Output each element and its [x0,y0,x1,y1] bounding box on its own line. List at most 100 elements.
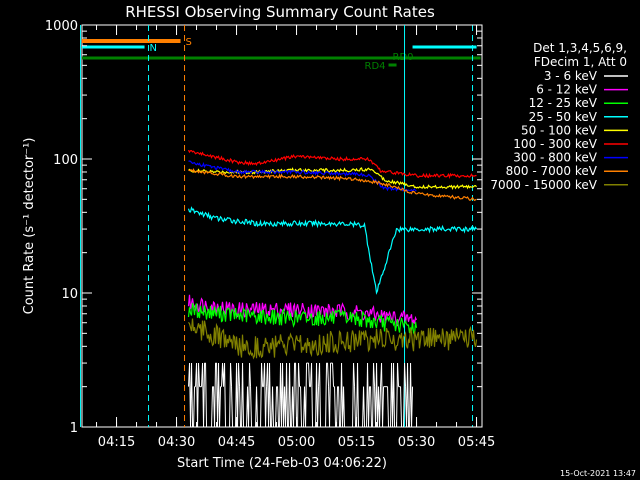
series-segment [277,386,280,428]
series-line-25-50-kev [187,206,478,295]
legend-label-4: 50 - 100 keV [521,123,598,137]
legend-header-line-1: Det 1,3,4,5,6,9, [533,41,627,55]
x-tick-label-6: 05:45 [458,435,495,450]
series-segment [193,386,196,428]
series-segment [382,386,385,428]
series-segment [363,386,366,428]
chart-title: RHESSI Observing Summary Count Rates [125,3,435,21]
series-segment [372,363,375,428]
y-tick-label-1: 10 [61,287,78,302]
series-segment [248,363,251,428]
series-3-6-kev [188,362,414,428]
timestamp: 15-Oct-2021 13:47 [560,469,636,478]
x-tick-label-1: 04:30 [158,435,195,450]
flag-label-1: N [150,43,157,54]
x-tick-label-2: 04:45 [218,435,255,450]
series-segment [325,363,328,428]
flag-label-3: RD0 [393,52,414,63]
series-segment [370,386,373,428]
series-segment [293,363,296,428]
vertical-markers [80,25,474,427]
series-line-12-25-kev [187,302,418,336]
series-segment [231,386,234,428]
series-segment [229,363,232,428]
legend: Det 1,3,4,5,6,9, FDecim 1, Att 0 3 - 6 k… [490,41,628,192]
legend-label-8: 7000 - 15000 keV [490,178,597,192]
series-segment [317,386,320,428]
series-line-800-7000-kev [188,167,477,202]
series-segment [289,363,292,428]
series-lines [187,149,478,428]
series-segment [203,363,206,428]
y-axis-label: Count Rate (s⁻¹ detector⁻¹) [22,138,37,315]
x-tick-label-0: 04:15 [98,435,135,450]
series-segment [400,386,403,428]
series-segment [327,363,330,387]
series-segment [387,386,390,428]
series-segment [269,363,272,428]
series-segment [334,386,337,428]
series-segment [379,386,382,428]
series-segment [191,363,194,428]
series-segment [411,386,414,428]
series-segment [238,363,241,387]
series-segment [311,363,314,428]
series-segment [230,363,233,387]
series-segment [256,386,259,428]
legend-label-0: 3 - 6 keV [544,69,598,83]
series-segment [319,363,322,428]
series-segment [396,363,399,428]
series-segment [343,386,346,428]
series-segment [308,363,311,387]
series-segment [407,363,410,428]
series-segment [242,363,245,428]
series-segment [305,363,308,428]
series-line-50-100-kev [188,167,477,190]
series-segment [261,363,264,387]
series-segment [198,363,201,387]
series-segment [298,363,301,387]
series-segment [336,386,339,428]
series-segment [300,386,303,428]
series-segment [197,363,200,428]
series-segment [352,363,355,428]
series-segment [332,363,335,387]
series-segment [260,363,263,428]
series-segment [393,363,396,428]
series-segment [286,363,289,428]
series-segment [224,363,227,428]
series-segment [205,363,208,428]
series-segment [354,386,357,428]
series-segment [237,363,240,428]
series-segment [329,363,332,428]
series-line-300-800-kev [188,160,417,194]
series-segment [403,363,406,428]
series-segment [295,363,298,428]
series-segment [373,363,376,387]
axes: 1 10 100 1000 04:15 04:30 04:45 05:00 05:15 05:30… [45,19,495,450]
series-segment [353,363,356,387]
series-line-6-12-kev [187,294,418,327]
x-axis-label: Start Time (24-Feb-03 04:06:22) [177,456,387,471]
legend-label-3: 25 - 50 keV [529,110,598,124]
series-segment [275,386,278,428]
x-tick-label-3: 05:00 [278,435,315,450]
series-segment [249,363,252,387]
series-segment [211,386,214,428]
series-segment [239,386,242,428]
x-tick-label-4: 05:15 [338,435,375,450]
series-segment [272,386,275,428]
series-line-7000-15000-kev [188,318,478,360]
y-tick-label-2: 100 [53,153,78,168]
y-tick-label-3: 1000 [45,19,78,34]
series-segment [297,363,300,428]
series-segment [357,363,360,428]
series-segment [214,363,217,428]
series-line-100-300-kev [187,149,477,179]
flag-label-4: RD4 [365,61,386,72]
flag-bars: S N RD0 RD4 [82,37,481,72]
legend-label-6: 300 - 800 keV [513,151,597,165]
x-tick-label-5: 05:30 [398,435,435,450]
